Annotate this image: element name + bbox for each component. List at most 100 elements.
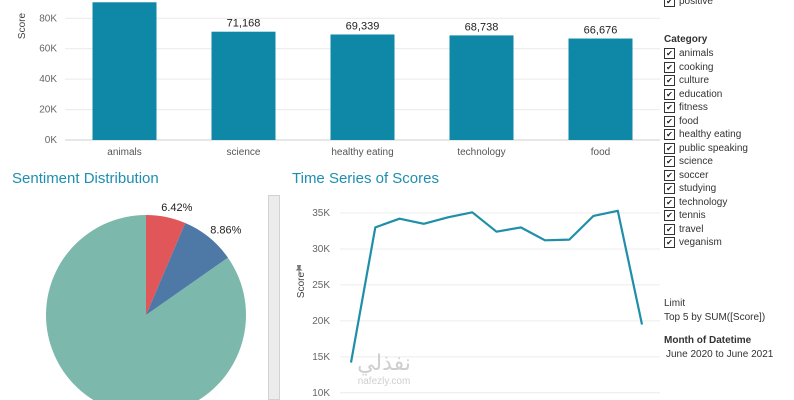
bar-x-tick-label: healthy eating [331,147,393,158]
category-filter-item-veganism[interactable]: ✔ veganism [664,236,722,249]
checkmark-icon[interactable]: ✔ [664,169,675,181]
bar-chart-bars [92,2,633,141]
category-filter-item-technology[interactable]: ✔ technology [664,196,727,209]
checkmark-icon[interactable]: ✔ [664,102,675,113]
line-point[interactable] [470,210,475,215]
category-filter-item-cooking[interactable]: ✔ cooking [664,61,713,74]
bar-chart-y-ticks: 0K 20K 40K 60K 80K [39,13,57,146]
checkmark-icon[interactable]: ✔ [664,61,675,73]
line-point[interactable] [615,208,620,213]
sentiment-filter-positive[interactable]: ✔ positive [664,0,713,8]
checkmark-icon[interactable]: ✔ [664,210,675,221]
bar-chart-x-ticks: animals science healthy eating technology fo… [107,147,610,158]
time-series-line-chart: 10K 15K 20K 25K 30K 35K Score [296,208,660,399]
category-filter-label: travel [679,223,704,235]
pie-slices [46,215,246,400]
category-filter-item-science[interactable]: ✔ science [664,155,713,168]
category-filter-item-culture[interactable]: ✔ culture [664,74,709,87]
pie-panel-scrollbar[interactable] [268,195,280,400]
line-point[interactable] [373,225,378,230]
category-filter-label: cooking [679,61,714,73]
pie-labels: 6.42% 8.86% [161,202,241,236]
watermark-logo: نفذلي nafezly.com [350,352,418,398]
category-filter-label: fitness [679,102,708,113]
category-filter-title: Category [664,34,708,45]
line-point[interactable] [421,221,426,226]
category-filter-label: soccer [679,169,709,181]
category-filter-label: education [679,88,723,100]
month-filter-value[interactable]: June 2020 to June 2021 [666,349,774,360]
category-filter-item-tennis[interactable]: ✔ tennis [664,209,706,222]
checkmark-icon[interactable]: ✔ [664,183,675,194]
line-y-tick-label: 10K [312,388,330,399]
bar-x-tick-label: animals [107,147,141,158]
pie-slice-label: 6.42% [161,202,192,214]
category-filter-item-animals[interactable]: ✔ animals [664,47,713,60]
bar-chart-y-axis-label: Score [17,13,28,40]
category-filter-item-food[interactable]: ✔ food [664,115,698,128]
line-y-tick-label: 35K [312,208,330,219]
line-point[interactable] [518,225,523,230]
bar-healthy-eating[interactable] [330,34,395,140]
bar-x-tick-label: food [591,147,610,158]
line-point[interactable] [397,216,402,221]
category-filter-label: tennis [679,210,706,221]
checkmark-icon[interactable]: ✔ [664,223,675,235]
line-point[interactable] [640,322,645,327]
checkmark-icon[interactable]: ✔ [664,196,675,208]
line-point[interactable] [567,237,572,242]
category-filter-label: animals [679,48,714,59]
bar-animals[interactable] [92,2,157,141]
checkmark-icon[interactable]: ✔ [664,156,675,167]
pie-slice[interactable] [146,215,186,315]
category-filter-label: public speaking [679,142,748,154]
watermark-main: نفذلي [357,351,411,376]
category-filter-item-travel[interactable]: ✔ travel [664,223,703,236]
pie-slice[interactable] [146,223,228,315]
category-filter-label: food [679,115,699,127]
checkmark-icon[interactable]: ✔ [664,75,675,86]
checkmark-icon[interactable]: ✔ [664,142,675,154]
sentiment-pie-chart: 6.42% 8.86% [46,202,246,400]
line-y-tick-label: 20K [312,316,330,327]
bar-science[interactable] [211,31,276,141]
category-filter-item-healthy-eating[interactable]: ✔ healthy eating [664,128,741,141]
category-filter-label: science [679,156,713,167]
checkmark-icon[interactable]: ✔ [664,129,675,140]
checkmark-icon[interactable]: ✔ [664,115,675,127]
bar-x-tick-label: technology [457,147,505,158]
bar-food[interactable] [568,38,633,140]
checkmark-icon[interactable]: ✔ [664,237,675,248]
line-point[interactable] [494,229,499,234]
category-filter-item-education[interactable]: ✔ education [664,88,722,101]
line-y-tick-label: 30K [312,244,330,255]
line-chart-grid [340,212,660,394]
category-filter-item-public-speaking[interactable]: ✔ public speaking [664,142,748,155]
bar-y-tick-label: 0K [45,135,58,146]
line-point[interactable] [446,215,451,220]
line-y-tick-label: 15K [312,352,330,363]
category-filter-item-studying[interactable]: ✔ studying [664,182,716,195]
line-point[interactable] [543,238,548,243]
line-point[interactable] [591,213,596,218]
category-filter-item-soccer[interactable]: ✔ soccer [664,169,708,182]
pin-icon[interactable] [294,264,304,276]
category-filter-item-fitness[interactable]: ✔ fitness [664,101,708,114]
bar-data-label: 66,676 [584,25,618,37]
pie-slice[interactable] [46,215,246,400]
bar-data-label: 68,738 [465,21,499,33]
checkmark-icon[interactable]: ✔ [664,48,675,59]
category-filter-label: culture [679,75,710,86]
bar-data-label: 71,168 [227,18,261,30]
sentiment-filter-label: positive [679,0,713,7]
checkmark-icon[interactable]: ✔ [664,0,675,7]
bar-chart-data-labels: 71,168 69,339 68,738 66,676 [227,18,618,37]
bar-technology[interactable] [449,35,514,140]
sentiment-distribution-title: Sentiment Distribution [12,170,159,187]
category-filter-label: healthy eating [679,129,742,140]
limit-title: Limit [664,298,686,309]
time-series-title: Time Series of Scores [292,170,439,187]
category-filter-label: studying [679,183,717,194]
limit-value: Top 5 by SUM([Score]) [664,312,766,323]
checkmark-icon[interactable]: ✔ [664,88,675,100]
